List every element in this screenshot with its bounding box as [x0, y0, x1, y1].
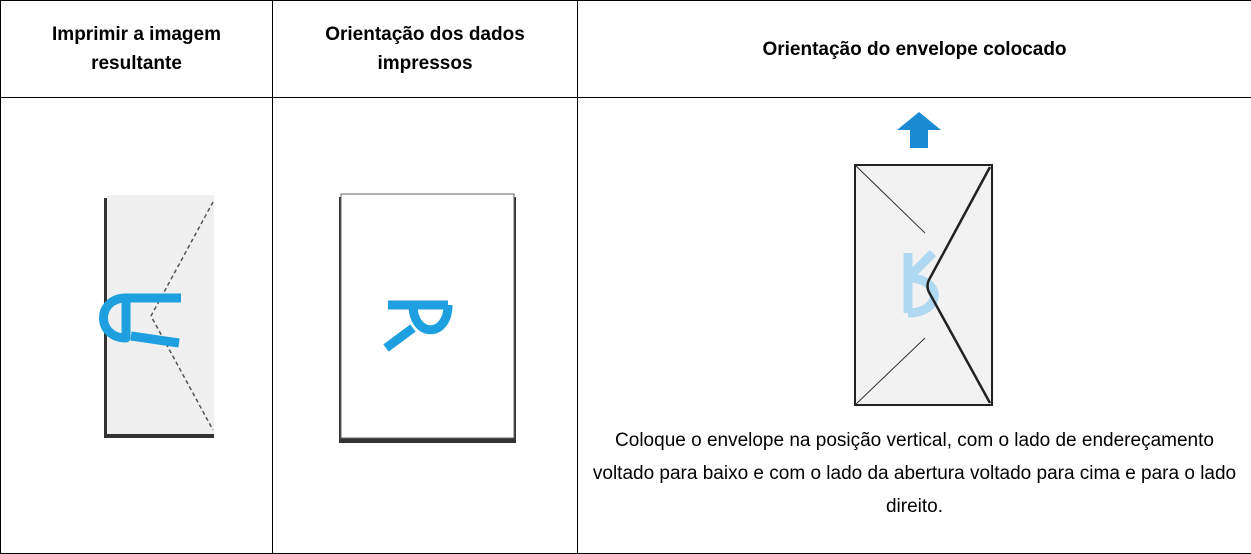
envelope-illustration	[578, 98, 1251, 418]
header-cell: Imprimir a imagem resultante	[1, 1, 273, 98]
cell: Coloque o envelope na posição vertical, …	[578, 98, 1251, 554]
body-row: Coloque o envelope na posição vertical, …	[1, 98, 1251, 554]
placement-note: Coloque o envelope na posição vertical, …	[578, 424, 1251, 523]
cell	[273, 98, 578, 554]
header-cell: Orientação do envelope colocado	[578, 1, 1251, 98]
header-cell: Orientação dos dados impressos	[273, 1, 578, 98]
header-row: Imprimir a imagem resultante Orientação …	[1, 1, 1251, 98]
cell	[1, 98, 273, 554]
result-illustration	[1, 98, 273, 553]
data-illustration	[273, 98, 578, 553]
